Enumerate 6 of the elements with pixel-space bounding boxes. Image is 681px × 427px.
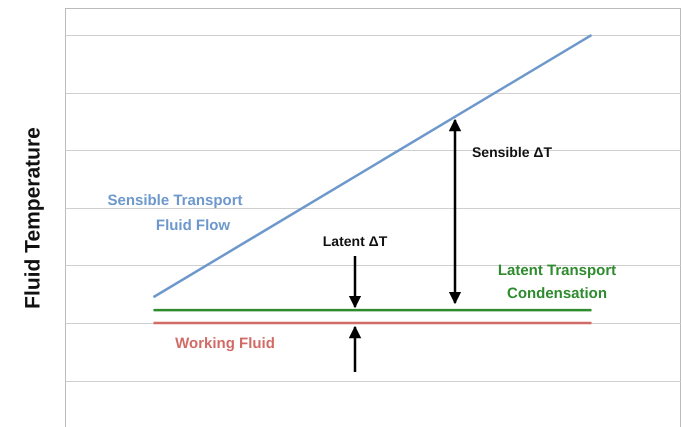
y-axis-title: Fluid Temperature	[22, 127, 44, 309]
annotation: Sensible ΔT	[472, 144, 552, 160]
annotation: Latent ΔT	[322, 233, 388, 249]
series-label: Latent Transport Condensation	[498, 262, 616, 302]
series-label: Sensible Transport Fluid Flow	[107, 192, 243, 234]
series-label: Working Fluid	[175, 335, 275, 352]
